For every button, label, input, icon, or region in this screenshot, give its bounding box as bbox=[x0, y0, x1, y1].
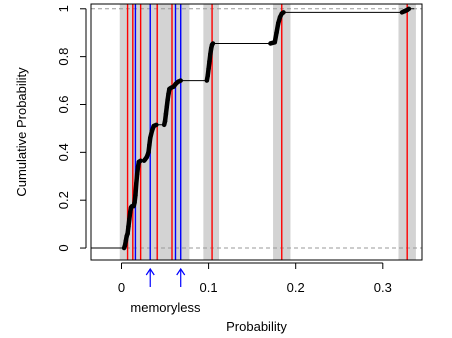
series-point-cluster bbox=[136, 158, 143, 165]
series-point-cluster bbox=[279, 10, 286, 16]
y-tick-label: 0.8 bbox=[56, 48, 71, 66]
y-axis-title: Cumulative Probability bbox=[14, 67, 29, 197]
x-tick-label: 0.1 bbox=[200, 280, 218, 295]
shaded-bands bbox=[119, 4, 416, 260]
y-tick-label: 0 bbox=[56, 244, 71, 251]
y-tick-label: 0.2 bbox=[56, 191, 71, 209]
y-tick-label: 0.4 bbox=[56, 143, 71, 161]
x-axis: 0 0.1 0.2 0.3 bbox=[118, 262, 392, 295]
x-axis-title: Probability bbox=[226, 319, 287, 334]
series-point-cluster bbox=[175, 78, 183, 85]
shaded-band-1 bbox=[159, 4, 190, 260]
y-tick-label: 1 bbox=[56, 5, 71, 12]
x-tick-label: 0.2 bbox=[287, 280, 305, 295]
x-tick-label: 0.3 bbox=[374, 280, 392, 295]
y-axis: 0 0.2 0.4 0.6 0.8 1 bbox=[56, 5, 87, 252]
x-tick-label: 0 bbox=[118, 280, 125, 295]
annotation-arrowhead-1 bbox=[176, 267, 186, 276]
memoryless-annotation: memoryless bbox=[130, 267, 201, 315]
annotation-label: memoryless bbox=[130, 300, 201, 315]
y-tick-label: 0.6 bbox=[56, 95, 71, 113]
annotation-arrowhead-0 bbox=[145, 267, 155, 276]
plot-frame bbox=[90, 3, 423, 261]
series-point-cluster bbox=[404, 6, 412, 13]
series-point-cluster bbox=[151, 122, 159, 129]
series-point-cluster bbox=[209, 41, 216, 47]
cdf-series bbox=[91, 6, 415, 251]
reference-lines bbox=[91, 8, 422, 249]
